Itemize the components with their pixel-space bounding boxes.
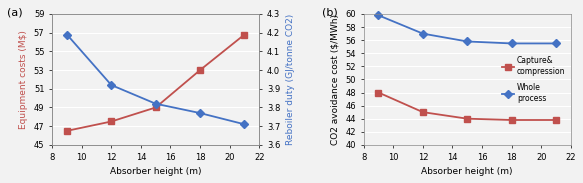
Y-axis label: Equipment costs (M$): Equipment costs (M$) bbox=[19, 30, 29, 129]
Y-axis label: CO2 avoidance cost ($/MWh): CO2 avoidance cost ($/MWh) bbox=[331, 14, 340, 145]
Whole
process bbox=[508, 42, 515, 44]
X-axis label: Absorber height (m): Absorber height (m) bbox=[422, 167, 513, 176]
Capture&
compression bbox=[553, 119, 560, 121]
Whole
process bbox=[419, 33, 426, 35]
Line: Whole
process: Whole process bbox=[375, 12, 559, 46]
Capture&
compression bbox=[375, 92, 382, 94]
Legend: Capture&
compression, Whole
process: Capture& compression, Whole process bbox=[501, 55, 567, 104]
Whole
process bbox=[553, 42, 560, 44]
Whole
process bbox=[463, 40, 470, 43]
Line: Capture&
compression: Capture& compression bbox=[375, 90, 559, 123]
Text: (b): (b) bbox=[322, 8, 338, 17]
Whole
process bbox=[375, 14, 382, 16]
X-axis label: Absorber height (m): Absorber height (m) bbox=[110, 167, 202, 176]
Capture&
compression bbox=[508, 119, 515, 121]
Capture&
compression bbox=[463, 118, 470, 120]
Y-axis label: Reboiler duty (GJ/tonne CO2): Reboiler duty (GJ/tonne CO2) bbox=[286, 14, 295, 145]
Capture&
compression bbox=[419, 111, 426, 113]
Text: (a): (a) bbox=[6, 8, 22, 17]
